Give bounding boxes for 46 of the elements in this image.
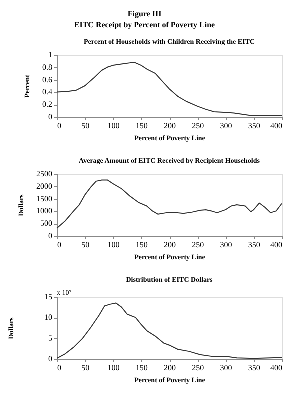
x-tick-label: 0 bbox=[58, 240, 62, 250]
x-tick-label: 0 bbox=[58, 122, 62, 130]
x-tick-label: 100 bbox=[108, 364, 120, 372]
x-tick-label: 200 bbox=[164, 122, 176, 130]
x-tick-label: 400 bbox=[270, 364, 282, 372]
y-tick-label: 500 bbox=[40, 219, 52, 228]
y-tick-label: 0 bbox=[48, 232, 52, 240]
y-tick-label: 15 bbox=[44, 292, 52, 302]
x-tick-label: 50 bbox=[82, 240, 90, 250]
y-tick-label: 1500 bbox=[36, 194, 52, 204]
x-tick-label: 400 bbox=[270, 122, 282, 130]
x-tick-label: 350 bbox=[248, 122, 260, 130]
x-tick-label: 200 bbox=[164, 364, 176, 372]
x-tick-label: 300 bbox=[220, 240, 232, 250]
x-tick-label: 350 bbox=[248, 364, 260, 372]
text: Figure III bbox=[128, 10, 162, 18]
y-tick-label: 5 bbox=[48, 334, 52, 343]
x-tick-label: 250 bbox=[192, 240, 204, 250]
x-tick-label: 100 bbox=[108, 122, 120, 130]
y-tick-label: 2000 bbox=[36, 182, 52, 191]
y-tick-label: 1000 bbox=[36, 206, 52, 216]
x-tick-label: 50 bbox=[82, 364, 90, 372]
x-tick-label: 50 bbox=[82, 122, 90, 130]
y-tick-label: 10 bbox=[44, 313, 52, 322]
y-tick-label: 1 bbox=[48, 50, 52, 60]
x-tick-label: 150 bbox=[136, 122, 148, 130]
x-tick-label: 200 bbox=[164, 240, 176, 250]
line-series bbox=[56, 180, 282, 230]
x-tick-label: 150 bbox=[136, 364, 148, 372]
x-tick-label: 0 bbox=[58, 364, 62, 372]
y-tick-label: 0.4 bbox=[42, 88, 52, 97]
x-tick-label: 300 bbox=[220, 122, 232, 130]
x-tick-label: 300 bbox=[220, 364, 232, 372]
text: EITC Receipt by Percent of Poverty Line bbox=[74, 20, 216, 30]
x-tick-label: 350 bbox=[248, 240, 260, 250]
x-tick-label: 400 bbox=[270, 240, 282, 250]
y-tick-label: 0 bbox=[48, 354, 52, 364]
x-tick-label: 250 bbox=[192, 122, 204, 130]
y-tick-label: 0.6 bbox=[42, 75, 52, 84]
x-tick-label: 250 bbox=[192, 364, 204, 372]
y-tick-label: 0.8 bbox=[42, 62, 52, 72]
y-tick-label: 0.2 bbox=[42, 100, 52, 110]
x-tick-label: 100 bbox=[108, 240, 120, 250]
y-tick-label: 2500 bbox=[36, 170, 52, 178]
x-tick-label: 150 bbox=[136, 240, 148, 250]
y-tick-label: 0 bbox=[48, 112, 52, 122]
